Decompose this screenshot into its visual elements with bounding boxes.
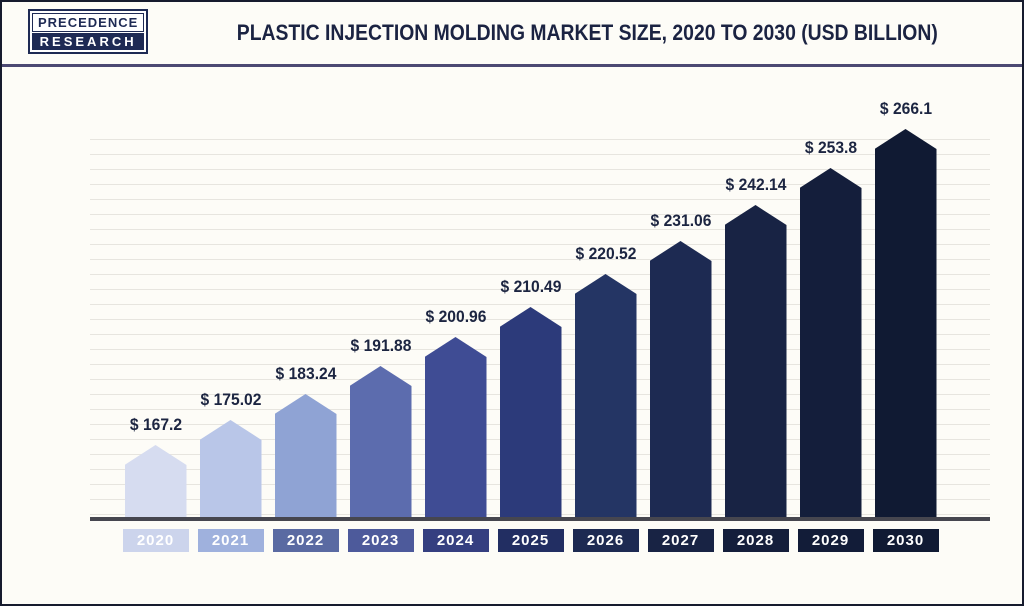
bar-group-2023: $ 191.88 <box>343 67 418 518</box>
bar-2021 <box>199 420 262 518</box>
bar-value-label-2020: $ 167.2 <box>129 415 182 434</box>
bar-2028 <box>724 205 787 518</box>
bar-value-label-2024: $ 200.96 <box>425 307 486 326</box>
year-cell-2028: 2028 <box>718 529 793 553</box>
year-cell-2025: 2025 <box>493 529 568 553</box>
year-cell-2026: 2026 <box>568 529 643 553</box>
year-boxes-row: 2020 2021 2022 2023 2024 2025 2026 2027 2028 2029… <box>118 529 943 553</box>
chart-area: $ 167.2 $ 175.02 $ 183.24 $ 191.88 $ 200.96 $… <box>2 67 1022 604</box>
year-box-2022: 2022 <box>272 529 339 552</box>
bar-group-2020: $ 167.2 <box>118 67 193 518</box>
year-cell-2023: 2023 <box>343 529 418 553</box>
bar-group-2024: $ 200.96 <box>418 67 493 518</box>
bar-group-2030: $ 266.1 <box>868 67 943 518</box>
year-cell-2027: 2027 <box>643 529 718 553</box>
bar-2023 <box>349 366 412 518</box>
bar-value-label-2022: $ 183.24 <box>275 364 336 383</box>
year-box-2020: 2020 <box>122 529 189 552</box>
bar-2020 <box>124 445 187 518</box>
bar-2027 <box>649 241 712 518</box>
bar-group-2025: $ 210.49 <box>493 67 568 518</box>
bar-value-label-2029: $ 253.8 <box>804 138 857 157</box>
title-wrap: PLASTIC INJECTION MOLDING MARKET SIZE, 2… <box>152 20 1022 46</box>
bar-group-2022: $ 183.24 <box>268 67 343 518</box>
header: PRECEDENCE RESEARCH PLASTIC INJECTION MO… <box>2 2 1022 64</box>
bar-value-label-2025: $ 210.49 <box>500 277 561 296</box>
bar-2026 <box>574 274 637 518</box>
bar-value-label-2023: $ 191.88 <box>350 336 411 355</box>
bar-value-label-2030: $ 266.1 <box>879 99 932 118</box>
bar-group-2026: $ 220.52 <box>568 67 643 518</box>
bar-2025 <box>499 307 562 518</box>
bar-group-2021: $ 175.02 <box>193 67 268 518</box>
bar-group-2027: $ 231.06 <box>643 67 718 518</box>
bar-2022 <box>274 394 337 518</box>
bar-2024 <box>424 337 487 518</box>
year-cell-2020: 2020 <box>118 529 193 553</box>
x-axis-line <box>90 517 990 521</box>
bar-2030 <box>874 129 937 518</box>
precedence-research-logo: PRECEDENCE RESEARCH <box>28 9 149 54</box>
bar-2029 <box>799 168 862 518</box>
bar-value-label-2026: $ 220.52 <box>575 244 636 263</box>
year-box-2026: 2026 <box>572 529 639 552</box>
logo-line-precedence: PRECEDENCE <box>32 13 145 32</box>
year-cell-2029: 2029 <box>793 529 868 553</box>
bar-group-2029: $ 253.8 <box>793 67 868 518</box>
year-box-2028: 2028 <box>722 529 789 552</box>
year-cell-2022: 2022 <box>268 529 343 553</box>
header-divider <box>2 64 1022 67</box>
year-box-2027: 2027 <box>647 529 714 552</box>
bar-value-label-2028: $ 242.14 <box>725 175 786 194</box>
bar-group-2028: $ 242.14 <box>718 67 793 518</box>
year-cell-2024: 2024 <box>418 529 493 553</box>
logo-line-research: RESEARCH <box>32 33 145 50</box>
year-box-2021: 2021 <box>197 529 264 552</box>
year-cell-2021: 2021 <box>193 529 268 553</box>
year-cell-2030: 2030 <box>868 529 943 553</box>
year-box-2029: 2029 <box>797 529 864 552</box>
year-box-2024: 2024 <box>422 529 489 552</box>
bars-row: $ 167.2 $ 175.02 $ 183.24 $ 191.88 $ 200.96 $… <box>118 67 943 518</box>
year-box-2030: 2030 <box>872 529 939 552</box>
bar-value-label-2027: $ 231.06 <box>650 211 711 230</box>
bar-value-label-2021: $ 175.02 <box>200 390 261 409</box>
year-box-2025: 2025 <box>497 529 564 552</box>
page-title: PLASTIC INJECTION MOLDING MARKET SIZE, 2… <box>236 20 938 45</box>
year-box-2023: 2023 <box>347 529 414 552</box>
